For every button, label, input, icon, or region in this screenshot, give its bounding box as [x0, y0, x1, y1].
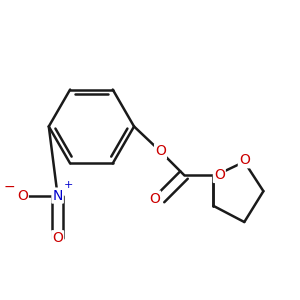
Text: −: −: [3, 180, 15, 194]
Text: O: O: [52, 231, 63, 245]
Text: +: +: [64, 180, 74, 190]
Text: O: O: [214, 168, 225, 182]
Text: N: N: [52, 189, 63, 202]
Text: O: O: [155, 145, 166, 158]
Text: O: O: [149, 191, 160, 206]
Text: O: O: [17, 189, 28, 202]
Text: O: O: [239, 153, 250, 167]
